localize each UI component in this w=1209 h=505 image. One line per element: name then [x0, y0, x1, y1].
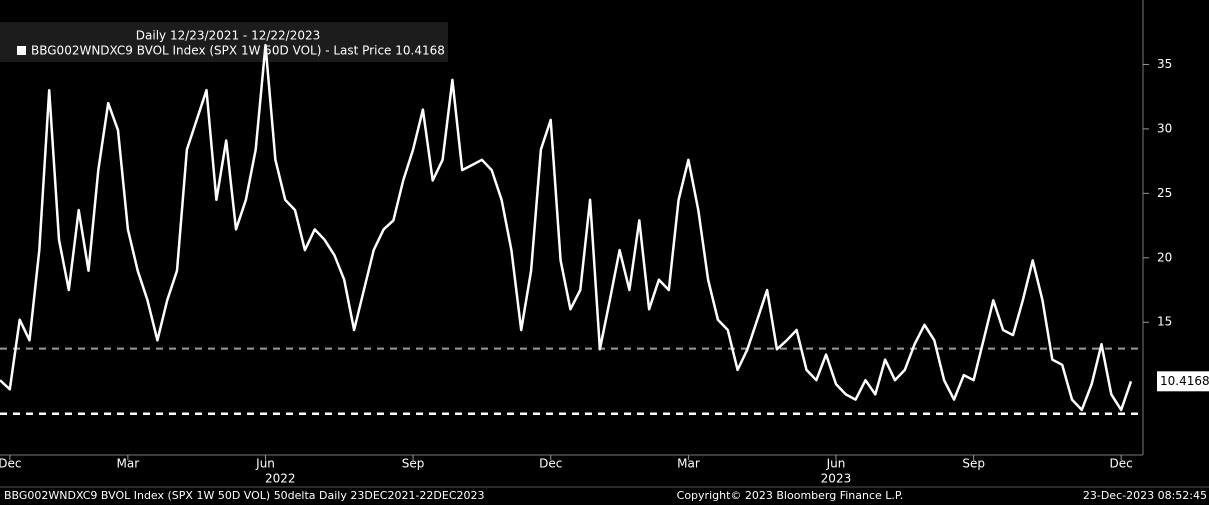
y-tick-label: 20 [1157, 250, 1172, 264]
footer-left: BBG002WNDXC9 BVOL Index (SPX 1W 50D VOL)… [4, 489, 485, 502]
footer-center: Copyright© 2023 Bloomberg Finance L.P. [677, 489, 904, 502]
x-year-label: 2022 [265, 472, 296, 486]
x-tick-label: Sep [962, 457, 985, 471]
header: Daily 12/23/2021 - 12/22/2023 [136, 29, 320, 43]
x-tick-label: Dec [0, 457, 21, 471]
y-tick-label: 30 [1157, 121, 1172, 135]
x-year-label: 2023 [821, 472, 852, 486]
x-tick-label: Jun [255, 457, 275, 471]
last-price-label: 10.4168 [1160, 374, 1209, 388]
y-tick-label: 35 [1157, 57, 1172, 71]
y-tick-label: 25 [1157, 186, 1172, 200]
legend-entry: BBG002WNDXC9 BVOL Index (SPX 1W 50D VOL)… [31, 44, 445, 58]
x-tick-label: Jun [826, 457, 846, 471]
legend-box [0, 22, 448, 62]
y-tick-label: 15 [1157, 315, 1172, 329]
x-tick-label: Sep [402, 457, 425, 471]
x-tick-label: Dec [1110, 457, 1133, 471]
series-line [0, 43, 1133, 412]
x-tick-label: Mar [677, 457, 700, 471]
x-tick-label: Mar [117, 457, 140, 471]
x-tick-label: Dec [539, 457, 562, 471]
footer-right: 23-Dec-2023 08:52:45 [1083, 489, 1207, 502]
last-price-box [1157, 371, 1209, 392]
legend-swatch [17, 46, 26, 55]
